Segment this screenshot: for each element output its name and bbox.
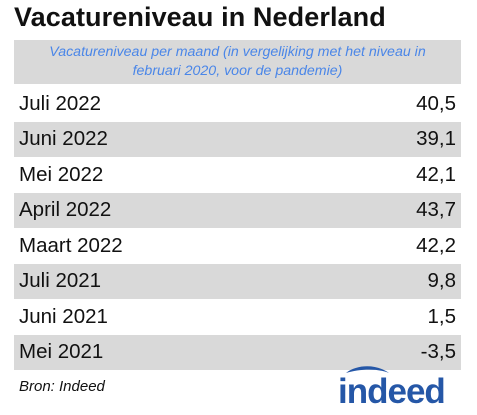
table-row: Juli 2022 40,5 <box>14 86 461 122</box>
row-value: 42,2 <box>416 233 456 257</box>
row-label: Mei 2021 <box>19 340 104 364</box>
row-value: 40,5 <box>416 91 456 115</box>
subtitle-line-1: Vacatureniveau per maand (in vergelijkin… <box>49 44 426 60</box>
row-value: 43,7 <box>416 198 456 222</box>
row-label: Juni 2022 <box>19 127 108 151</box>
row-label: Mei 2022 <box>19 162 104 186</box>
row-label: Juni 2021 <box>19 304 108 328</box>
table-row: Juni 2021 1,5 <box>14 299 461 335</box>
data-table: Juli 2022 40,5 Juni 2022 39,1 Mei 2022 4… <box>14 86 461 370</box>
row-label: Juli 2021 <box>19 269 102 293</box>
source-note: Bron: Indeed <box>19 378 105 395</box>
indeed-logo: indeed <box>338 366 446 409</box>
row-value: 39,1 <box>416 127 456 151</box>
table-row: Maart 2022 42,2 <box>14 228 461 264</box>
row-label: Maart 2022 <box>19 233 123 257</box>
row-value: 1,5 <box>427 304 457 328</box>
table-row: Juni 2022 39,1 <box>14 121 461 157</box>
table-row: Mei 2022 42,1 <box>14 157 461 193</box>
table-row: Juli 2021 9,8 <box>14 263 461 299</box>
chart-subtitle: Vacatureniveau per maand (in vergelijkin… <box>14 40 461 84</box>
table-row: April 2022 43,7 <box>14 192 461 228</box>
row-value: 9,8 <box>427 269 457 293</box>
row-label: Juli 2022 <box>19 91 102 115</box>
logo-text: indeed <box>338 372 445 409</box>
row-value: -3,5 <box>420 340 456 364</box>
chart-title: Vacatureniveau in Nederland <box>14 2 386 32</box>
table-row: Mei 2021 -3,5 <box>14 334 461 370</box>
row-label: April 2022 <box>19 198 112 222</box>
subtitle-line-2: februari 2020, voor de pandemie) <box>132 63 343 79</box>
logo-swoosh <box>346 366 389 373</box>
row-value: 42,1 <box>416 162 456 186</box>
